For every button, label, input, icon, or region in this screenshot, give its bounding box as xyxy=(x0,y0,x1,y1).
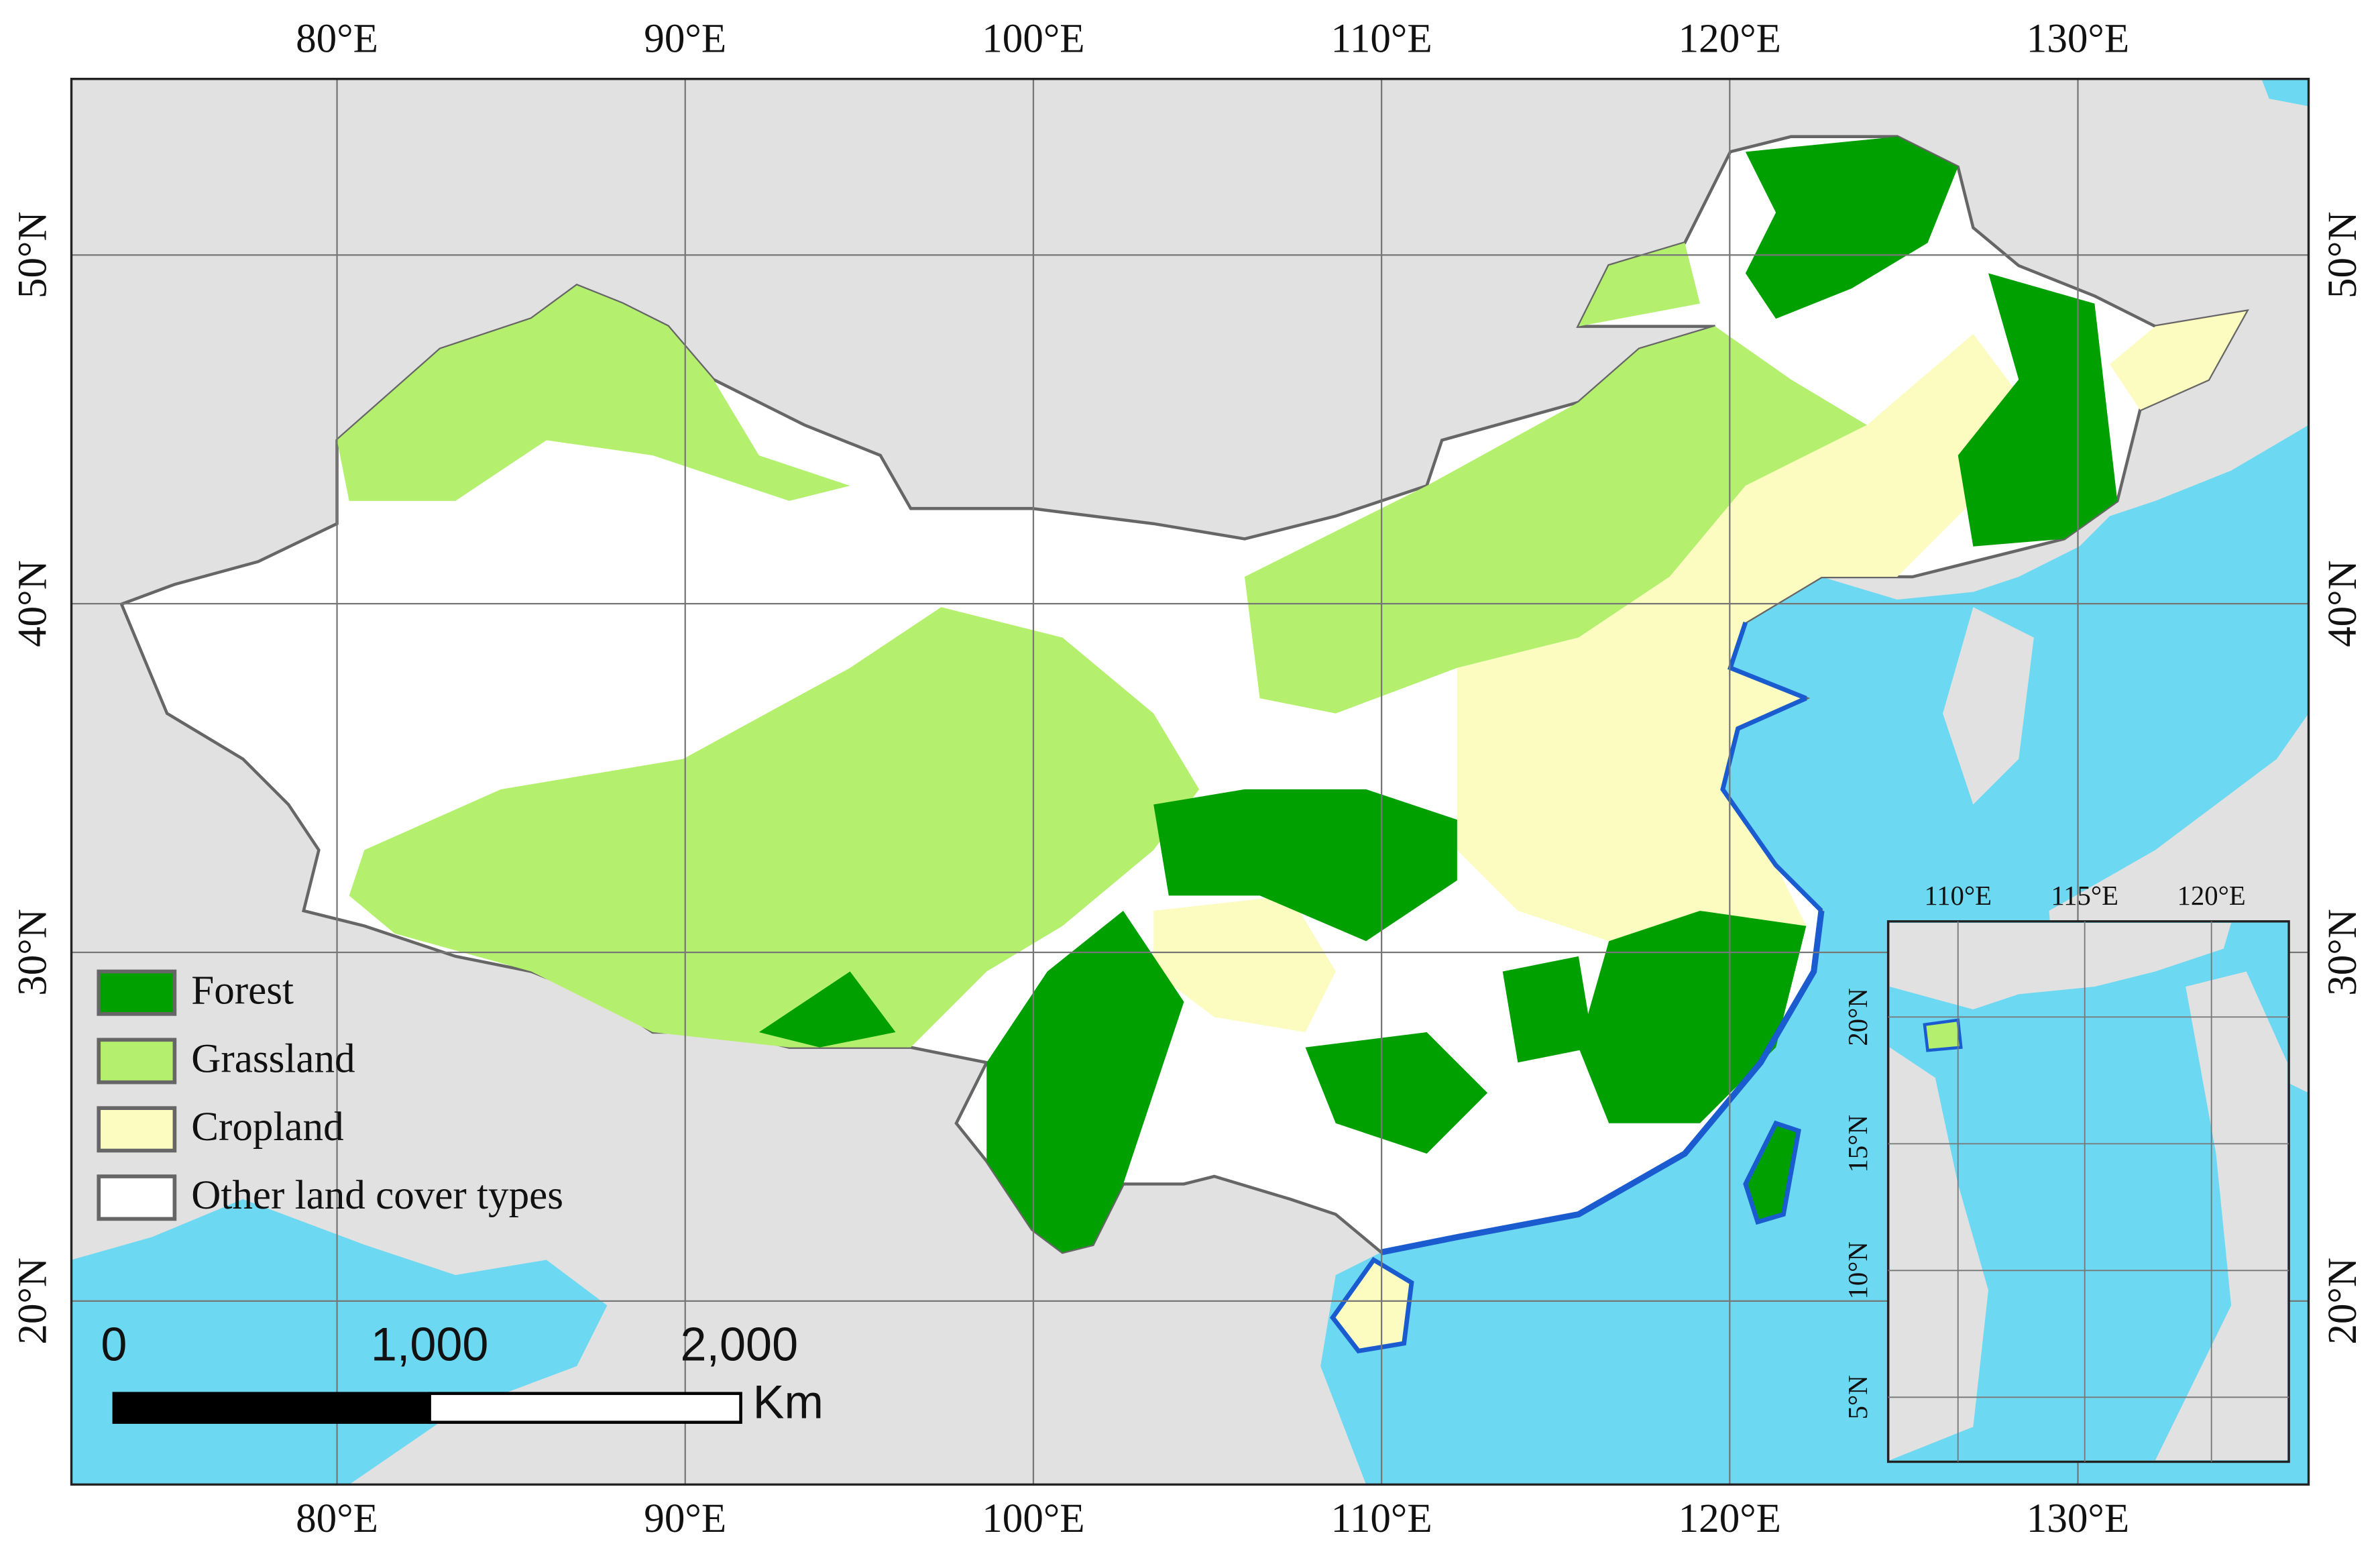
legend-label: Cropland xyxy=(191,1105,343,1150)
inset-land xyxy=(1889,923,2232,1010)
scale-label: 2,000 xyxy=(681,1317,799,1370)
forest xyxy=(1578,910,1807,1123)
legend: Forest Grassland Cropland Other land cover … xyxy=(97,968,563,1221)
map-frame xyxy=(71,78,2309,1485)
lon-label: 90°E xyxy=(644,1496,726,1541)
korea xyxy=(1943,607,2034,805)
inset-graticule: 110°E 115°E 120°E 20°N 15°N 10°N 5°N xyxy=(1843,881,2289,1462)
lat-label: 30°N xyxy=(2320,909,2365,996)
inset-lat-label: 5°N xyxy=(1843,1375,1873,1419)
legend-swatch xyxy=(97,1038,177,1084)
graticule: 80°E 80°E 90°E 90°E 100°E 100°E 110°E 110°E 120°… xyxy=(10,16,2365,1541)
lon-label: 110°E xyxy=(1331,16,1432,61)
lat-label: 20°N xyxy=(2320,1258,2365,1345)
coastline xyxy=(1380,910,1825,1256)
scale-label: 1,000 xyxy=(371,1317,489,1370)
grassland xyxy=(1244,326,1867,714)
inset-lat-label: 10°N xyxy=(1843,1241,1873,1299)
forest xyxy=(1745,136,1958,319)
inset-map xyxy=(1886,920,2290,1463)
legend-label: Grassland xyxy=(191,1036,355,1081)
lat-label: 40°N xyxy=(2320,560,2365,647)
forest xyxy=(758,971,896,1048)
lon-label: 130°E xyxy=(2027,1496,2129,1541)
lat-label: 30°N xyxy=(10,909,55,996)
lat-label: 50°N xyxy=(2320,211,2365,298)
inset-lon-label: 110°E xyxy=(1924,881,1992,911)
lat-label: 20°N xyxy=(10,1258,55,1345)
map-border xyxy=(70,77,2310,1486)
cropland xyxy=(2110,311,2247,410)
lon-label: 120°E xyxy=(1679,1496,1781,1541)
lon-label: 80°E xyxy=(296,16,378,61)
lon-label: 110°E xyxy=(1331,1496,1432,1541)
scale-bar-segment xyxy=(112,1392,431,1424)
lon-label: 80°E xyxy=(296,1496,378,1541)
scale-bar-segment xyxy=(428,1392,742,1424)
legend-swatch xyxy=(97,1174,177,1221)
lon-label: 130°E xyxy=(2027,16,2129,61)
lon-label: 120°E xyxy=(1679,16,1781,61)
grassland xyxy=(1578,243,1700,327)
inset-hainan xyxy=(1923,1018,1963,1052)
inset-lat-label: 20°N xyxy=(1843,988,1873,1046)
ocean xyxy=(2261,78,2309,107)
forest xyxy=(1502,956,1594,1063)
inset-land xyxy=(2155,971,2287,1461)
grassland xyxy=(349,607,1200,1048)
cropland xyxy=(1457,333,2019,942)
grassland xyxy=(337,285,850,501)
lon-label: 100°E xyxy=(982,16,1084,61)
legend-label: Forest xyxy=(191,968,294,1013)
inset-lat-label: 15°N xyxy=(1843,1115,1873,1172)
legend-swatch xyxy=(97,969,177,1016)
scale-unit: Km xyxy=(753,1375,824,1428)
forest xyxy=(1305,1032,1488,1154)
forest xyxy=(986,910,1184,1253)
lat-label: 50°N xyxy=(10,211,55,298)
cropland xyxy=(1153,895,1336,1033)
lon-label: 90°E xyxy=(644,16,726,61)
scale-label: 0 xyxy=(101,1317,127,1370)
inset-lon-label: 120°E xyxy=(2177,881,2246,911)
lon-label: 100°E xyxy=(982,1496,1084,1541)
inset-land xyxy=(1889,1047,1988,1461)
legend-label: Other land cover types xyxy=(191,1173,563,1218)
legend-swatch xyxy=(97,1106,177,1153)
lat-label: 40°N xyxy=(10,560,55,647)
inset-lon-label: 115°E xyxy=(2051,881,2118,911)
taiwan xyxy=(1743,1120,1801,1225)
